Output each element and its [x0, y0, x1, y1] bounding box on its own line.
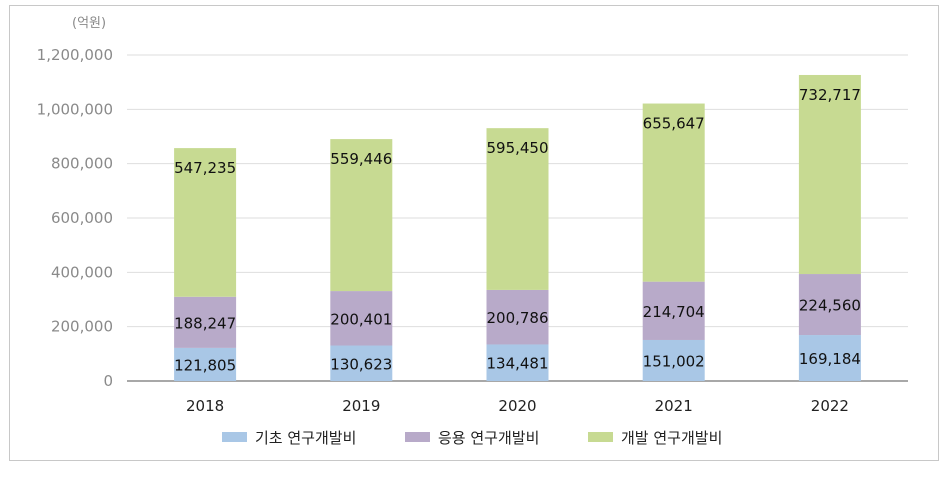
x-category-label: 2022 — [811, 397, 849, 415]
x-category-label: 2019 — [342, 397, 380, 415]
legend-swatch — [405, 432, 430, 442]
bar-segment-2020-s0 — [486, 344, 549, 381]
data-label: 224,560 — [799, 297, 861, 315]
y-axis-ticks: 0 200,000 400,000 600,000 800,000 1,000,000 1,… — [37, 46, 113, 390]
bar-segment-2019-s2 — [330, 139, 393, 292]
bar-segment-2022-s2 — [798, 74, 861, 275]
data-label: 214,704 — [643, 303, 705, 321]
bar-segment-2018-s1 — [174, 296, 237, 348]
x-axis-categories: 2018 2019 2020 2021 2022 — [186, 397, 849, 415]
data-label: 732,717 — [799, 86, 861, 104]
bar-segment-2021-s2 — [642, 103, 705, 282]
bars: 121,805 188,247 547,235 130,623 200,401 559,4… — [174, 74, 861, 381]
data-label: 151,002 — [643, 352, 705, 370]
y-tick-label: 1,000,000 — [37, 100, 113, 118]
y-tick-label: 800,000 — [51, 155, 113, 173]
data-label: 200,401 — [330, 310, 392, 328]
data-label: 134,481 — [486, 355, 548, 373]
bar-segment-2019-s1 — [330, 291, 393, 346]
bar-segment-2022-s0 — [798, 335, 861, 381]
data-label: 547,235 — [174, 159, 236, 177]
data-label: 188,247 — [174, 314, 236, 332]
bar-segment-2022-s1 — [798, 274, 861, 336]
y-tick-label: 0 — [103, 372, 113, 390]
bar-segment-2020-s2 — [486, 128, 549, 290]
legend-swatch — [222, 432, 247, 442]
data-label: 169,184 — [799, 350, 861, 368]
legend-swatch — [588, 432, 613, 442]
bar-segment-2019-s0 — [330, 345, 393, 381]
chart-frame — [9, 5, 939, 461]
y-tick-label: 1,200,000 — [37, 46, 113, 64]
legend-label: 응용 연구개발비 — [438, 429, 539, 447]
x-category-label: 2021 — [655, 397, 693, 415]
bar-segment-2021-s1 — [642, 281, 705, 340]
bar-segment-2021-s0 — [642, 339, 705, 381]
data-label: 559,446 — [330, 150, 392, 168]
data-label: 200,786 — [486, 309, 548, 327]
y-axis-unit-label: (억원) — [72, 16, 106, 31]
data-label: 121,805 — [174, 356, 236, 374]
data-label: 655,647 — [643, 115, 705, 133]
y-tick-label: 400,000 — [51, 263, 113, 281]
legend: 기초 연구개발비 응용 연구개발비 개발 연구개발비 — [222, 429, 722, 447]
y-tick-label: 200,000 — [51, 318, 113, 336]
data-label: 595,450 — [486, 139, 548, 157]
data-label: 130,623 — [330, 355, 392, 373]
x-category-label: 2020 — [498, 397, 536, 415]
legend-label: 기초 연구개발비 — [255, 429, 356, 447]
x-category-label: 2018 — [186, 397, 224, 415]
legend-label: 개발 연구개발비 — [621, 429, 722, 447]
bar-segment-2018-s2 — [174, 148, 237, 297]
bar-segment-2020-s1 — [486, 289, 549, 345]
bar-segment-2018-s0 — [174, 347, 237, 381]
y-tick-label: 600,000 — [51, 209, 113, 227]
